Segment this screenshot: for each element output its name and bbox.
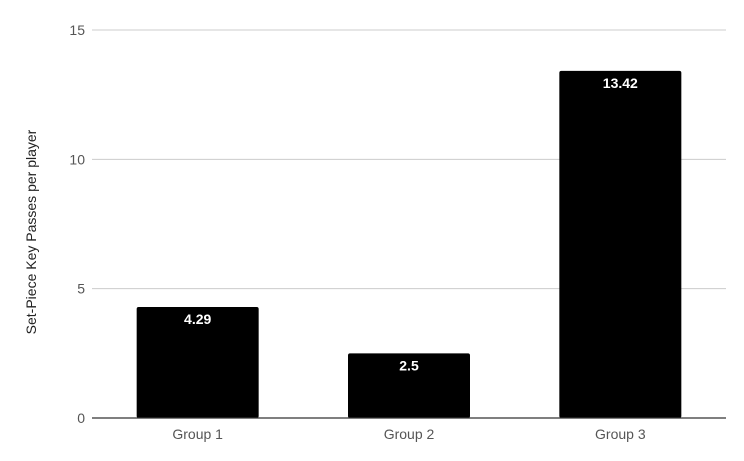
x-axis-ticks: Group 1 Group 2 Group 3 — [172, 426, 645, 442]
y-tick-label: 5 — [77, 281, 85, 297]
bar — [559, 70, 682, 419]
y-tick-label: 0 — [77, 410, 85, 426]
x-tick-label: Group 2 — [384, 426, 435, 442]
y-tick-label: 10 — [69, 151, 85, 167]
x-tick-label: Group 1 — [172, 426, 223, 442]
data-labels: 4.29 2.5 13.42 — [184, 75, 638, 373]
y-axis-ticks: 0 5 10 15 — [69, 22, 85, 426]
y-tick-label: 15 — [69, 22, 85, 38]
bar-value-label: 2.5 — [399, 357, 419, 373]
bar — [348, 353, 470, 418]
bar-value-label: 13.42 — [603, 75, 638, 91]
x-tick-label: Group 3 — [595, 426, 646, 442]
bars — [136, 70, 682, 419]
y-axis-title: Set-Piece Key Passes per player — [23, 129, 39, 334]
bar-value-label: 4.29 — [184, 311, 211, 327]
bar — [136, 307, 259, 418]
